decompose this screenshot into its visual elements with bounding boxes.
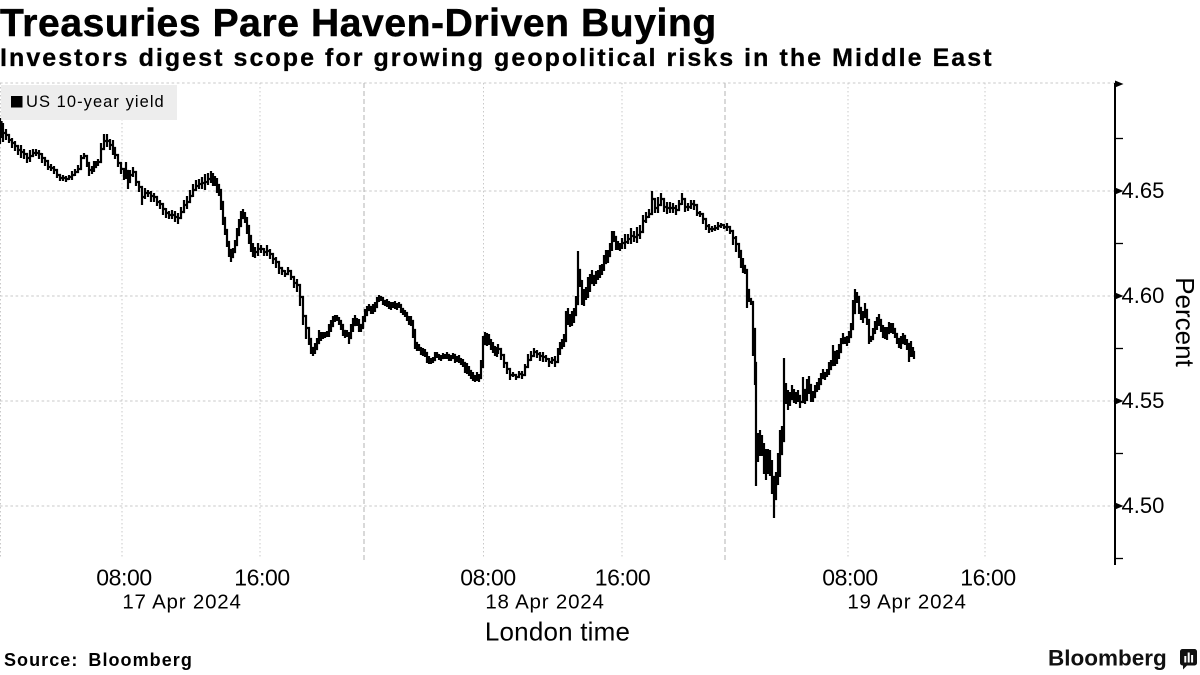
svg-text:16:00: 16:00 xyxy=(595,565,651,591)
svg-text:4.55: 4.55 xyxy=(1122,388,1165,413)
svg-text:4.50: 4.50 xyxy=(1122,493,1165,518)
svg-text:Percent: Percent xyxy=(1170,277,1200,367)
svg-text:4.65: 4.65 xyxy=(1122,178,1165,203)
svg-text:08:00: 08:00 xyxy=(822,565,878,591)
svg-text:16:00: 16:00 xyxy=(234,565,290,591)
svg-text:19 Apr 2024: 19 Apr 2024 xyxy=(847,591,966,614)
svg-text:08:00: 08:00 xyxy=(460,565,516,591)
svg-text:4.60: 4.60 xyxy=(1122,283,1165,308)
svg-text:London time: London time xyxy=(485,617,630,647)
svg-text:Bloomberg: Bloomberg xyxy=(1048,646,1167,671)
svg-text:18 Apr 2024: 18 Apr 2024 xyxy=(485,591,604,614)
svg-text:Source: Bloomberg: Source: Bloomberg xyxy=(4,650,193,670)
svg-text:US 10-year yield: US 10-year yield xyxy=(26,93,165,111)
svg-text:17 Apr 2024: 17 Apr 2024 xyxy=(122,591,241,614)
svg-text:08:00: 08:00 xyxy=(96,565,152,591)
svg-text:16:00: 16:00 xyxy=(960,565,1016,591)
